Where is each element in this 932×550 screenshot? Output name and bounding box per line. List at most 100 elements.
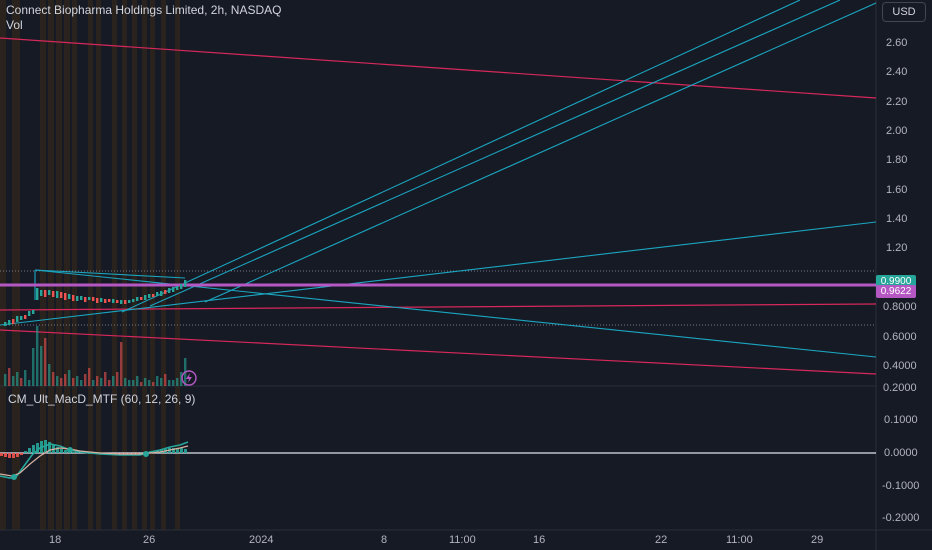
session-stripe [0,0,6,530]
volume-bar [28,380,31,386]
volume-bar [104,372,107,386]
cyan-trendline [34,269,186,279]
volume-bar [84,374,87,386]
session-stripe [72,0,77,530]
price-tick: 2.00 [886,125,908,137]
price-tick: 0.6000 [883,331,917,343]
price-candle [4,322,7,326]
price-candle [112,299,115,303]
session-stripe [175,0,180,530]
macd-histogram-bar [32,445,35,453]
price-tick: 1.40 [886,213,908,225]
macd-histogram-bar [64,450,67,453]
volume-bar [60,378,63,386]
session-stripe [161,0,166,530]
price-tick: 0.4000 [883,360,917,372]
session-stripe [132,0,137,530]
volume-bar [176,378,179,386]
magenta-trendline [0,37,877,99]
macd-histogram-bar [176,448,179,453]
volume-bar [156,376,159,386]
price-candle [72,295,75,301]
price-candle [180,284,183,289]
volume-bar [40,346,43,386]
price-tick: 1.60 [886,184,908,196]
currency-button[interactable]: USD [882,2,926,22]
volume-bar [48,364,51,386]
macd-histogram-bar [36,443,39,453]
horizontal-line-price-tag: 0.9622 [876,285,916,298]
signal-line [0,445,189,477]
volume-bar [124,378,127,386]
macd-cross-marker [11,474,17,480]
price-candle [48,290,51,295]
price-candle [16,316,19,322]
volume-bar [32,348,35,386]
price-candle [8,320,11,325]
session-stripe [112,0,117,530]
price-candle [116,300,119,303]
price-candle [140,297,143,300]
volume-bar [128,380,131,386]
macd-line [0,441,189,479]
macd-histogram-bar [48,442,51,453]
lightning-icon [186,373,192,383]
price-candle [24,315,27,319]
price-candle [96,298,99,303]
price-candle [88,297,91,300]
macd-histogram-bar [28,448,31,453]
volume-bar [16,372,19,386]
macd-histogram-bar [172,448,175,453]
price-candle [40,290,43,296]
price-candle [100,298,103,302]
volume-bar [20,378,23,386]
price-candle [156,292,159,296]
session-stripe [12,0,20,530]
price-candle [184,280,187,287]
volume-label: Vol [6,18,23,32]
price-candle [120,300,123,304]
volume-bar [64,374,67,386]
time-tick: 8 [381,534,388,546]
macd-tick: 0.0000 [884,447,918,459]
volume-bar [68,370,71,386]
macd-histogram-bar [56,447,59,453]
cyan-trendline [0,221,877,326]
price-tick: 2.60 [886,37,908,49]
session-stripe [150,0,155,530]
time-tick: 11:00 [449,534,476,546]
price-tick: 0.2000 [883,382,917,394]
price-candle [68,294,71,299]
price-candle [124,300,127,304]
volume-bar [136,376,139,386]
price-candle [60,292,63,298]
volume-bar [164,374,167,386]
macd-cross-marker [143,451,149,457]
volume-bar [24,370,27,386]
volume-bar [44,338,47,386]
session-stripe [96,0,101,530]
price-candle [176,286,179,290]
price-candle [76,296,79,301]
volume-bar [120,342,123,386]
price-tick: 1.20 [886,242,908,254]
cyan-channel-line [149,0,841,307]
price-tick: 2.40 [886,66,908,78]
macd-indicator-title[interactable]: CM_Ult_MacD_MTF (60, 12, 26, 9) [8,392,196,406]
price-candle [28,311,31,316]
price-candle [148,294,151,298]
price-candle [172,287,175,292]
price-candle [144,295,147,300]
time-tick: 29 [811,534,824,546]
volume-bar [148,380,151,386]
macd-histogram-bar [76,452,79,453]
volume-bar [96,376,99,386]
macd-histogram-bar [20,453,23,455]
cyan-channel-line [121,0,801,313]
volume-bar [56,376,59,386]
volume-bar [88,368,91,386]
volume-bar [52,372,55,386]
macd-histogram-bar [72,452,75,453]
